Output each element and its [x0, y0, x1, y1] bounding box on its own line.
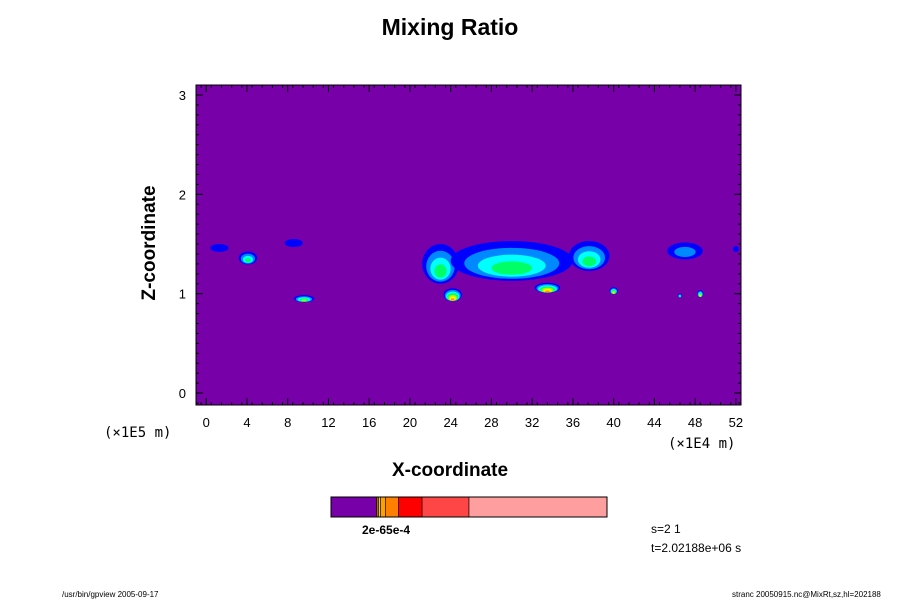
contour-feature	[732, 245, 739, 252]
footer-command: /usr/bin/gpview 2005-09-17	[62, 590, 159, 599]
contour-feature	[293, 295, 315, 303]
colorbar-segment	[330, 496, 377, 518]
y-tick-label: 1	[179, 287, 186, 302]
contour-feature	[667, 242, 703, 260]
x-tick-label: 20	[403, 415, 417, 430]
contour-level	[450, 298, 455, 301]
x-tick-label: 4	[243, 415, 250, 430]
x-tick-label: 28	[484, 415, 498, 430]
contour-feature	[210, 244, 229, 252]
slice-info: s=2 1	[651, 522, 681, 536]
plot-frame	[195, 84, 742, 406]
colorbar-segment	[380, 496, 386, 518]
time-info: t=2.02188e+06 s	[651, 541, 742, 555]
chart-title: Mixing Ratio	[381, 14, 519, 40]
x-tick-label: 36	[566, 415, 580, 430]
colorbar-segment	[385, 496, 399, 518]
contour-level	[434, 264, 447, 278]
contour-feature	[677, 293, 682, 298]
contour-feature	[609, 287, 618, 295]
contour-feature	[443, 288, 462, 302]
contour-level	[244, 258, 252, 263]
contour-level	[210, 244, 229, 252]
x-axis-label: X-coordinate	[391, 460, 509, 481]
x-tick-label: 16	[362, 415, 376, 430]
contour-level	[679, 295, 681, 298]
colorbar-segments	[330, 496, 608, 518]
contour-feature	[450, 241, 573, 281]
contour-level	[491, 261, 533, 275]
x-tick-label: 44	[647, 415, 661, 430]
contour-feature	[422, 244, 459, 284]
colorbar-segment	[398, 496, 423, 518]
contour-feature	[568, 241, 610, 271]
y-axis-unit: (×1E5 m)	[104, 425, 172, 441]
contour-feature	[238, 251, 258, 265]
y-tick-label: 3	[179, 88, 186, 103]
x-tick-label: 52	[729, 415, 743, 430]
x-tick-label: 24	[443, 415, 457, 430]
contour-feature	[284, 239, 303, 247]
x-tick-label: 12	[321, 415, 335, 430]
contour-level	[732, 245, 739, 252]
contour-feature	[697, 290, 704, 298]
x-tick-label: 0	[203, 415, 210, 430]
colorbar-segment	[378, 496, 381, 518]
contour-level	[544, 290, 550, 293]
x-tick-label: 40	[606, 415, 620, 430]
y-tick-label: 0	[179, 386, 186, 401]
footer-source: stranc 20050915.nc@MixRt,sz,hl=202188	[732, 590, 881, 599]
contour-level	[674, 246, 696, 258]
contour-features	[210, 239, 739, 303]
x-axis-unit: (×1E4 m)	[668, 436, 736, 452]
x-tick-label: 32	[525, 415, 539, 430]
colorbar-segment	[468, 496, 608, 518]
colorbar-frame	[330, 496, 608, 518]
contour-level	[582, 256, 597, 267]
colorbar-segment	[421, 496, 470, 518]
contour-level	[301, 299, 307, 302]
contour-level	[284, 239, 303, 247]
contour-level	[699, 294, 701, 297]
colorbar-tick-label: 2e-65e-4	[362, 523, 411, 537]
x-tick-label: 8	[284, 415, 291, 430]
y-tick-label: 2	[179, 187, 186, 202]
contour-feature	[534, 282, 561, 293]
x-tick-label: 48	[688, 415, 702, 430]
contour-level	[612, 291, 615, 294]
